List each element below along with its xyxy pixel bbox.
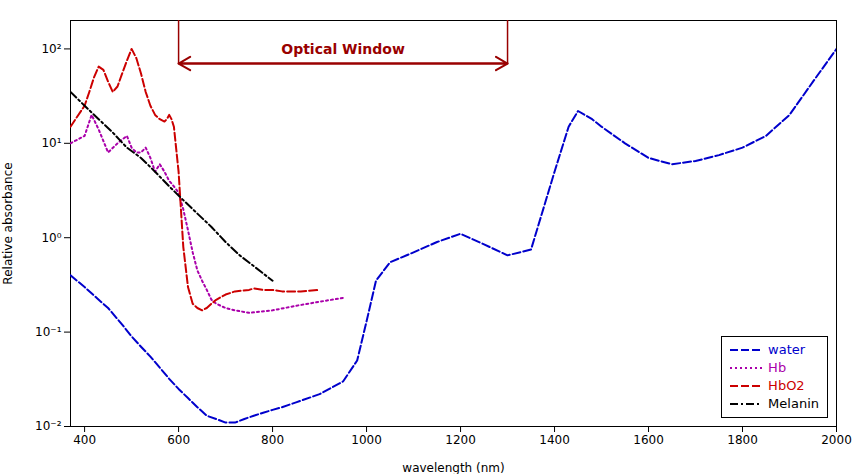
svg-text:1400: 1400 [539,433,570,447]
svg-text:600: 600 [167,433,190,447]
svg-text:Optical Window: Optical Window [281,41,405,57]
svg-text:wavelength (nm): wavelength (nm) [402,461,504,474]
svg-text:10⁻²: 10⁻² [35,419,62,433]
svg-text:1600: 1600 [633,433,664,447]
html-text:water: water [768,342,806,357]
svg-text:10¹: 10¹ [41,136,61,150]
svg-text:2000: 2000 [821,433,852,447]
svg-text:Relative absorbance: Relative absorbance [1,162,15,284]
svg-text:10²: 10² [41,42,61,56]
svg-text:10⁰: 10⁰ [41,231,61,245]
svg-text:10⁻¹: 10⁻¹ [35,325,62,339]
html-text:Hb: Hb [768,360,787,375]
svg-text:1800: 1800 [727,433,758,447]
svg-text:1200: 1200 [445,433,476,447]
html-text:Melanin: Melanin [768,396,819,411]
svg-text:400: 400 [73,433,96,447]
svg-text:1000: 1000 [351,433,382,447]
html-text:HbO2: HbO2 [768,378,805,393]
svg-text:800: 800 [261,433,284,447]
